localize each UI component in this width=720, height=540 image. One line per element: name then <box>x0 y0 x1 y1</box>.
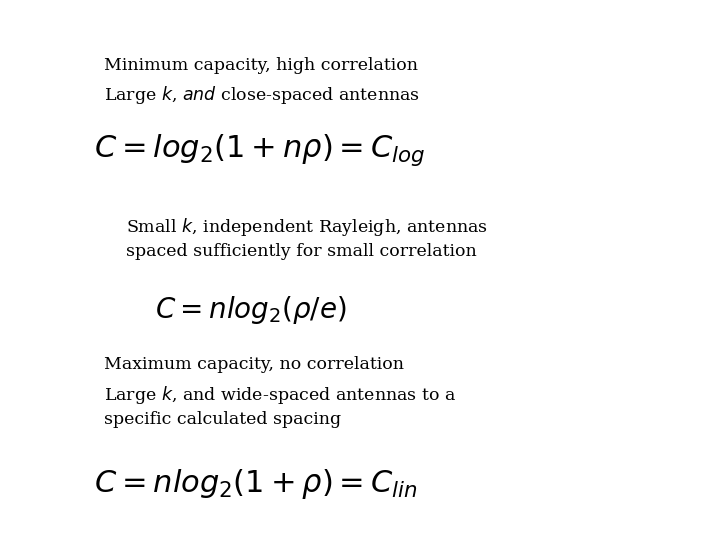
Text: $C = nlog_2(\rho/e)$: $C = nlog_2(\rho/e)$ <box>155 294 346 326</box>
Text: Small $k$, independent Rayleigh, antennas: Small $k$, independent Rayleigh, antenna… <box>126 216 488 238</box>
Text: spaced sufficiently for small correlation: spaced sufficiently for small correlatio… <box>126 243 477 260</box>
Text: $C = nlog_2(1 + \rho) = C_{lin}$: $C = nlog_2(1 + \rho) = C_{lin}$ <box>94 467 418 501</box>
Text: Minimum capacity, high correlation: Minimum capacity, high correlation <box>104 57 418 73</box>
Text: Large $k$, and wide-spaced antennas to a: Large $k$, and wide-spaced antennas to a <box>104 384 456 407</box>
Text: specific calculated spacing: specific calculated spacing <box>104 411 341 428</box>
Text: $C = log_2(1 + n\rho) = C_{log}$: $C = log_2(1 + n\rho) = C_{log}$ <box>94 132 425 168</box>
Text: Large $k$, $\mathit{and}$ close-spaced antennas: Large $k$, $\mathit{and}$ close-spaced a… <box>104 84 420 106</box>
Text: Maximum capacity, no correlation: Maximum capacity, no correlation <box>104 356 405 373</box>
